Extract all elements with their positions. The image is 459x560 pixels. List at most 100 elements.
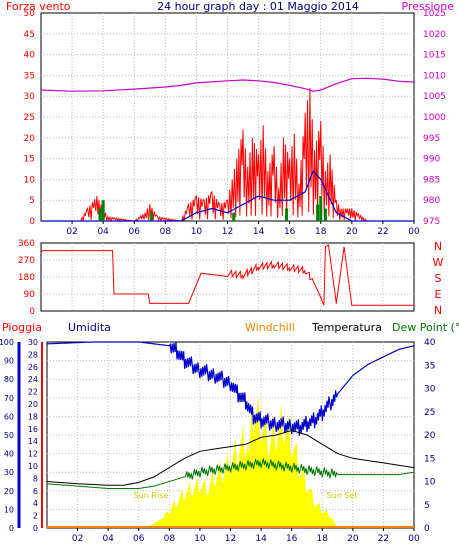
temperature-line bbox=[46, 429, 415, 486]
temperature-y-tick-label: 25 bbox=[424, 408, 435, 418]
wind-y-tick-label: 25 bbox=[24, 113, 35, 123]
x-tick-label: 00 bbox=[408, 227, 420, 237]
wind-gust-bar bbox=[316, 204, 320, 221]
direction-y-tick-label: 0 bbox=[29, 307, 35, 317]
wind-y-tick-label: 35 bbox=[24, 71, 35, 81]
rain-y-tick-label: 6 bbox=[33, 487, 38, 496]
wind-y-tick-label: 15 bbox=[24, 155, 35, 165]
sun-rise-label: Sun Rise bbox=[134, 491, 169, 500]
pressure-y-tick-label: 980 bbox=[423, 196, 440, 206]
x-tick-label: 04 bbox=[102, 534, 114, 544]
temperature-y-tick-label: 40 bbox=[424, 338, 436, 348]
windchill-title: Windchill bbox=[245, 321, 295, 334]
wind-average-line bbox=[41, 169, 414, 222]
wind-y-tick-label: 50 bbox=[24, 9, 36, 19]
humidity-y-tick-label: 20 bbox=[4, 487, 14, 496]
rain-y-tick-label: 24 bbox=[28, 375, 38, 384]
humidity-line bbox=[46, 341, 415, 436]
rain-y-tick-label: 20 bbox=[28, 400, 38, 409]
pressure-y-tick-label: 995 bbox=[423, 134, 440, 144]
pressure-y-tick-label: 1015 bbox=[423, 51, 446, 61]
rain-y-tick-label: 8 bbox=[33, 474, 38, 483]
wind-y-tick-label: 20 bbox=[24, 134, 36, 144]
temperature-y-tick-label: 15 bbox=[424, 454, 435, 464]
temperature-title: Temperatura bbox=[311, 321, 382, 334]
x-tick-label: 02 bbox=[72, 534, 83, 544]
x-tick-label: 10 bbox=[191, 227, 203, 237]
compass-label: S bbox=[435, 272, 442, 285]
direction-y-tick-label: 270 bbox=[18, 256, 35, 266]
graph-title: 24 hour graph day : 01 Maggio 2014 bbox=[157, 0, 359, 13]
rain-y-tick-label: 4 bbox=[33, 499, 38, 508]
rain-y-tick-label: 2 bbox=[33, 512, 38, 521]
humidity-y-tick-label: 80 bbox=[4, 375, 14, 384]
pressure-y-tick-label: 1000 bbox=[423, 113, 446, 123]
humidity-title: Umidita bbox=[68, 321, 111, 334]
humidity-y-tick-label: 0 bbox=[9, 524, 14, 533]
x-tick-label: 22 bbox=[377, 227, 388, 237]
x-tick-label: 06 bbox=[129, 227, 141, 237]
compass-label: W bbox=[433, 256, 444, 269]
pressure-y-tick-label: 1010 bbox=[423, 71, 446, 81]
wind-direction-line bbox=[40, 244, 414, 306]
x-tick-label: 20 bbox=[347, 534, 359, 544]
x-tick-label: 08 bbox=[164, 534, 176, 544]
pressure-title: Pressione bbox=[402, 0, 455, 13]
direction-y-tick-label: 90 bbox=[24, 290, 36, 300]
wind-y-tick-label: 30 bbox=[24, 92, 36, 102]
wind-gust-bar bbox=[285, 208, 289, 221]
pressure-y-tick-label: 1025 bbox=[423, 9, 446, 19]
temperature-y-tick-label: 10 bbox=[424, 478, 436, 488]
rain-y-tick-label: 18 bbox=[28, 412, 38, 421]
wind-gust-bar bbox=[323, 208, 327, 221]
rain-y-tick-label: 10 bbox=[28, 462, 38, 471]
temperature-y-tick-label: 30 bbox=[424, 385, 436, 395]
x-tick-label: 10 bbox=[194, 534, 206, 544]
x-tick-label: 18 bbox=[315, 227, 327, 237]
rain-y-tick-label: 22 bbox=[28, 388, 38, 397]
rain-y-tick-label: 28 bbox=[28, 350, 38, 359]
direction-y-tick-label: 180 bbox=[18, 273, 35, 283]
x-tick-label: 12 bbox=[222, 227, 233, 237]
x-tick-label: 02 bbox=[66, 227, 77, 237]
x-tick-label: 12 bbox=[225, 534, 236, 544]
humidity-y-tick-label: 30 bbox=[4, 468, 14, 477]
wind-title: Forza vento bbox=[6, 0, 71, 13]
x-tick-label: 14 bbox=[253, 227, 265, 237]
wind-gust-bar bbox=[319, 196, 323, 221]
compass-label: E bbox=[435, 288, 442, 301]
rain-y-tick-label: 0 bbox=[33, 524, 38, 533]
rain-y-tick-label: 26 bbox=[28, 363, 38, 372]
x-tick-label: 00 bbox=[408, 534, 420, 544]
x-tick-label: 16 bbox=[286, 534, 298, 544]
x-tick-label: 22 bbox=[378, 534, 389, 544]
temperature-y-tick-label: 0 bbox=[424, 524, 430, 534]
wind-gust-bar bbox=[101, 200, 105, 221]
wind-gust-bar bbox=[149, 212, 153, 221]
dewpoint-title: Dew Point (°C bbox=[392, 321, 459, 334]
wind-y-tick-label: 0 bbox=[29, 217, 35, 227]
x-tick-label: 06 bbox=[133, 534, 145, 544]
compass-label: N bbox=[434, 304, 442, 317]
sun-set-label: Sun Set bbox=[327, 491, 358, 500]
humidity-y-tick-label: 90 bbox=[4, 357, 14, 366]
solar-radiation-area bbox=[47, 396, 414, 528]
x-tick-label: 08 bbox=[160, 227, 172, 237]
humidity-y-tick-label: 70 bbox=[4, 394, 14, 403]
x-tick-label: 18 bbox=[317, 534, 329, 544]
rain-y-tick-label: 16 bbox=[28, 425, 38, 434]
pressure-y-tick-label: 990 bbox=[423, 155, 440, 165]
x-tick-label: 20 bbox=[346, 227, 358, 237]
rain-y-tick-label: 30 bbox=[28, 338, 38, 347]
x-tick-label: 16 bbox=[284, 227, 296, 237]
dew-point-line bbox=[46, 458, 415, 489]
wind-y-tick-label: 10 bbox=[24, 175, 36, 185]
humidity-y-tick-label: 60 bbox=[4, 412, 14, 421]
pressure-y-tick-label: 1020 bbox=[423, 30, 446, 40]
temperature-y-tick-label: 35 bbox=[424, 361, 435, 371]
humidity-y-tick-label: 100 bbox=[0, 338, 14, 347]
x-tick-label: 14 bbox=[255, 534, 267, 544]
pressure-line bbox=[40, 77, 415, 92]
rain-title: Pioggia bbox=[2, 321, 42, 334]
